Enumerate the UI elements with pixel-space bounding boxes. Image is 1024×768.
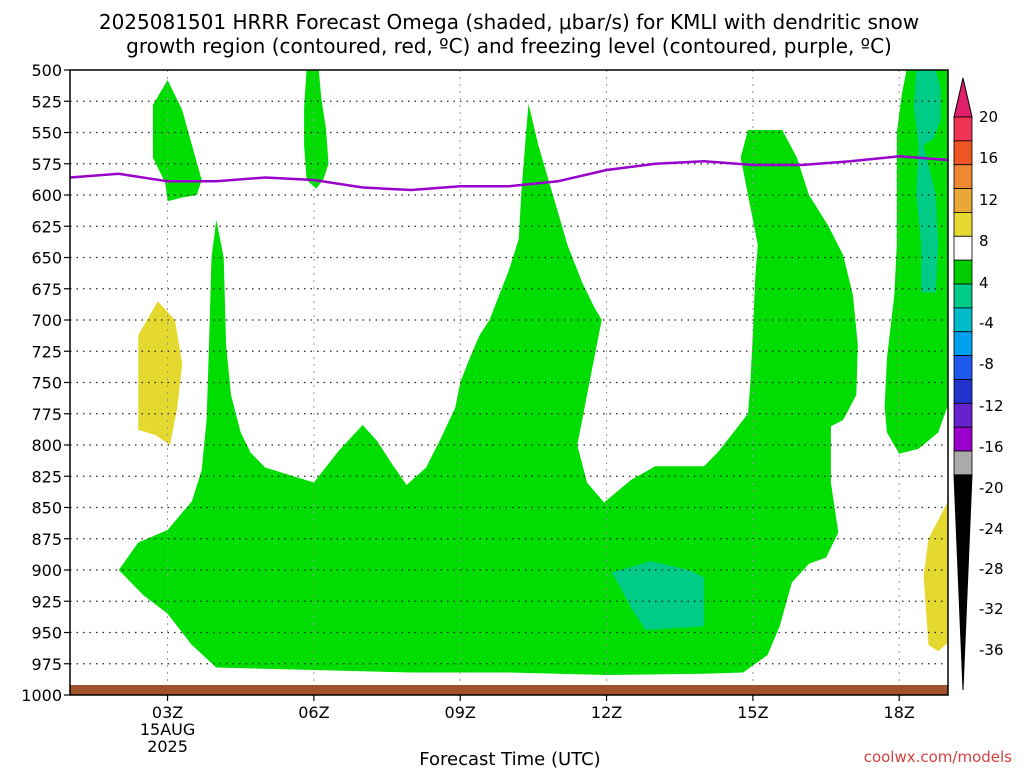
colorbar-top-arrow bbox=[953, 77, 973, 118]
surface-band-rect bbox=[70, 685, 948, 695]
y-tick-label: 575 bbox=[31, 155, 62, 174]
colorbar-label: -28 bbox=[979, 560, 1004, 578]
y-tick-label: 950 bbox=[31, 624, 62, 643]
colorbar-label: 12 bbox=[979, 191, 998, 209]
y-tick-label: 750 bbox=[31, 374, 62, 393]
colorbar-swatch bbox=[953, 259, 973, 285]
colorbar-swatch bbox=[953, 116, 973, 142]
colorbar-swatch bbox=[953, 331, 973, 356]
colorbar-swatch bbox=[953, 235, 973, 261]
colorbar-swatch bbox=[953, 164, 973, 189]
y-tick-label: 875 bbox=[31, 530, 62, 549]
y-axis-ticks: 500 525 550 575 600 625 650 675 700 725 750 775 800 8… bbox=[21, 61, 70, 705]
colorbar-swatch bbox=[953, 379, 973, 404]
y-tick-label: 650 bbox=[31, 249, 62, 268]
omega-green-region bbox=[884, 70, 948, 454]
colorbar-label: -36 bbox=[979, 641, 1004, 659]
colorbar-label: -20 bbox=[979, 479, 1004, 497]
y-tick-label: 825 bbox=[31, 467, 62, 486]
x-tick-label: 03Z bbox=[152, 703, 183, 722]
omega-green-region bbox=[152, 80, 202, 202]
x-tick-label: 18Z bbox=[884, 703, 915, 722]
y-tick-label: 1000 bbox=[21, 686, 62, 705]
colorbar-swatch bbox=[953, 188, 973, 213]
y-tick-label: 600 bbox=[31, 186, 62, 205]
freezing-level-contour bbox=[69, 155, 949, 192]
x-tick-label: 15Z bbox=[737, 703, 768, 722]
x-tick-date: 15AUG bbox=[140, 720, 195, 739]
colorbar-label: 16 bbox=[979, 149, 998, 167]
omega-teal-region bbox=[913, 70, 941, 293]
y-tick-label: 800 bbox=[31, 436, 62, 455]
freezing-level-line bbox=[69, 155, 949, 192]
x-axis-label: Forecast Time (UTC) bbox=[419, 749, 600, 768]
omega-teal-region bbox=[611, 561, 705, 630]
y-tick-label: 850 bbox=[31, 499, 62, 518]
y-tick-label: 700 bbox=[31, 311, 62, 330]
x-tick-label: 09Z bbox=[445, 703, 476, 722]
y-tick-label: 525 bbox=[31, 92, 62, 111]
colorbar-swatch bbox=[953, 212, 973, 237]
omega-green-region bbox=[304, 70, 329, 189]
colorbar-swatch bbox=[953, 355, 973, 380]
y-tick-label: 775 bbox=[31, 405, 62, 424]
y-tick-label: 625 bbox=[31, 217, 62, 236]
chart-title: 2025081501 HRRR Forecast Omega (shaded, … bbox=[99, 10, 919, 34]
colorbar-swatch bbox=[953, 450, 973, 476]
y-tick-label: 500 bbox=[31, 61, 62, 80]
colorbar-bottom-arrow bbox=[953, 474, 973, 691]
y-tick-label: 925 bbox=[31, 592, 62, 611]
colorbar-swatch bbox=[953, 402, 973, 428]
y-tick-label: 675 bbox=[31, 280, 62, 299]
colorbar: 20 16 12 8 4 -4 -8 -12 -16 -20 -24 -28 -32 -36 bbox=[953, 77, 1004, 691]
colorbar-swatch bbox=[953, 140, 973, 166]
colorbar-label: 20 bbox=[979, 108, 998, 126]
y-tick-label: 975 bbox=[31, 655, 62, 674]
y-tick-label: 550 bbox=[31, 124, 62, 143]
colorbar-label: 8 bbox=[979, 232, 989, 250]
colorbar-label: -4 bbox=[979, 314, 994, 332]
credit-text: coolwx.com/models bbox=[864, 748, 1012, 766]
colorbar-swatch bbox=[953, 283, 973, 309]
colorbar-swatch bbox=[953, 307, 973, 333]
colorbar-label: 4 bbox=[979, 274, 989, 292]
omega-yellow-region bbox=[923, 501, 948, 652]
colorbar-label: -8 bbox=[979, 355, 994, 373]
colorbar-label: -24 bbox=[979, 520, 1004, 538]
y-tick-label: 725 bbox=[31, 342, 62, 361]
surface-band bbox=[70, 685, 948, 695]
omega-green-region bbox=[118, 103, 858, 676]
x-tick-label: 06Z bbox=[298, 703, 329, 722]
colorbar-label: -32 bbox=[979, 600, 1004, 618]
omega-shading bbox=[118, 70, 948, 676]
omega-yellow-region bbox=[138, 301, 183, 445]
y-tick-label: 900 bbox=[31, 561, 62, 580]
colorbar-swatch bbox=[953, 426, 973, 452]
x-tick-year: 2025 bbox=[147, 737, 188, 756]
colorbar-label: -16 bbox=[979, 438, 1004, 456]
colorbar-label: -12 bbox=[979, 397, 1004, 415]
x-tick-label: 12Z bbox=[591, 703, 622, 722]
chart-subtitle: growth region (contoured, red, ºC) and f… bbox=[126, 34, 892, 58]
